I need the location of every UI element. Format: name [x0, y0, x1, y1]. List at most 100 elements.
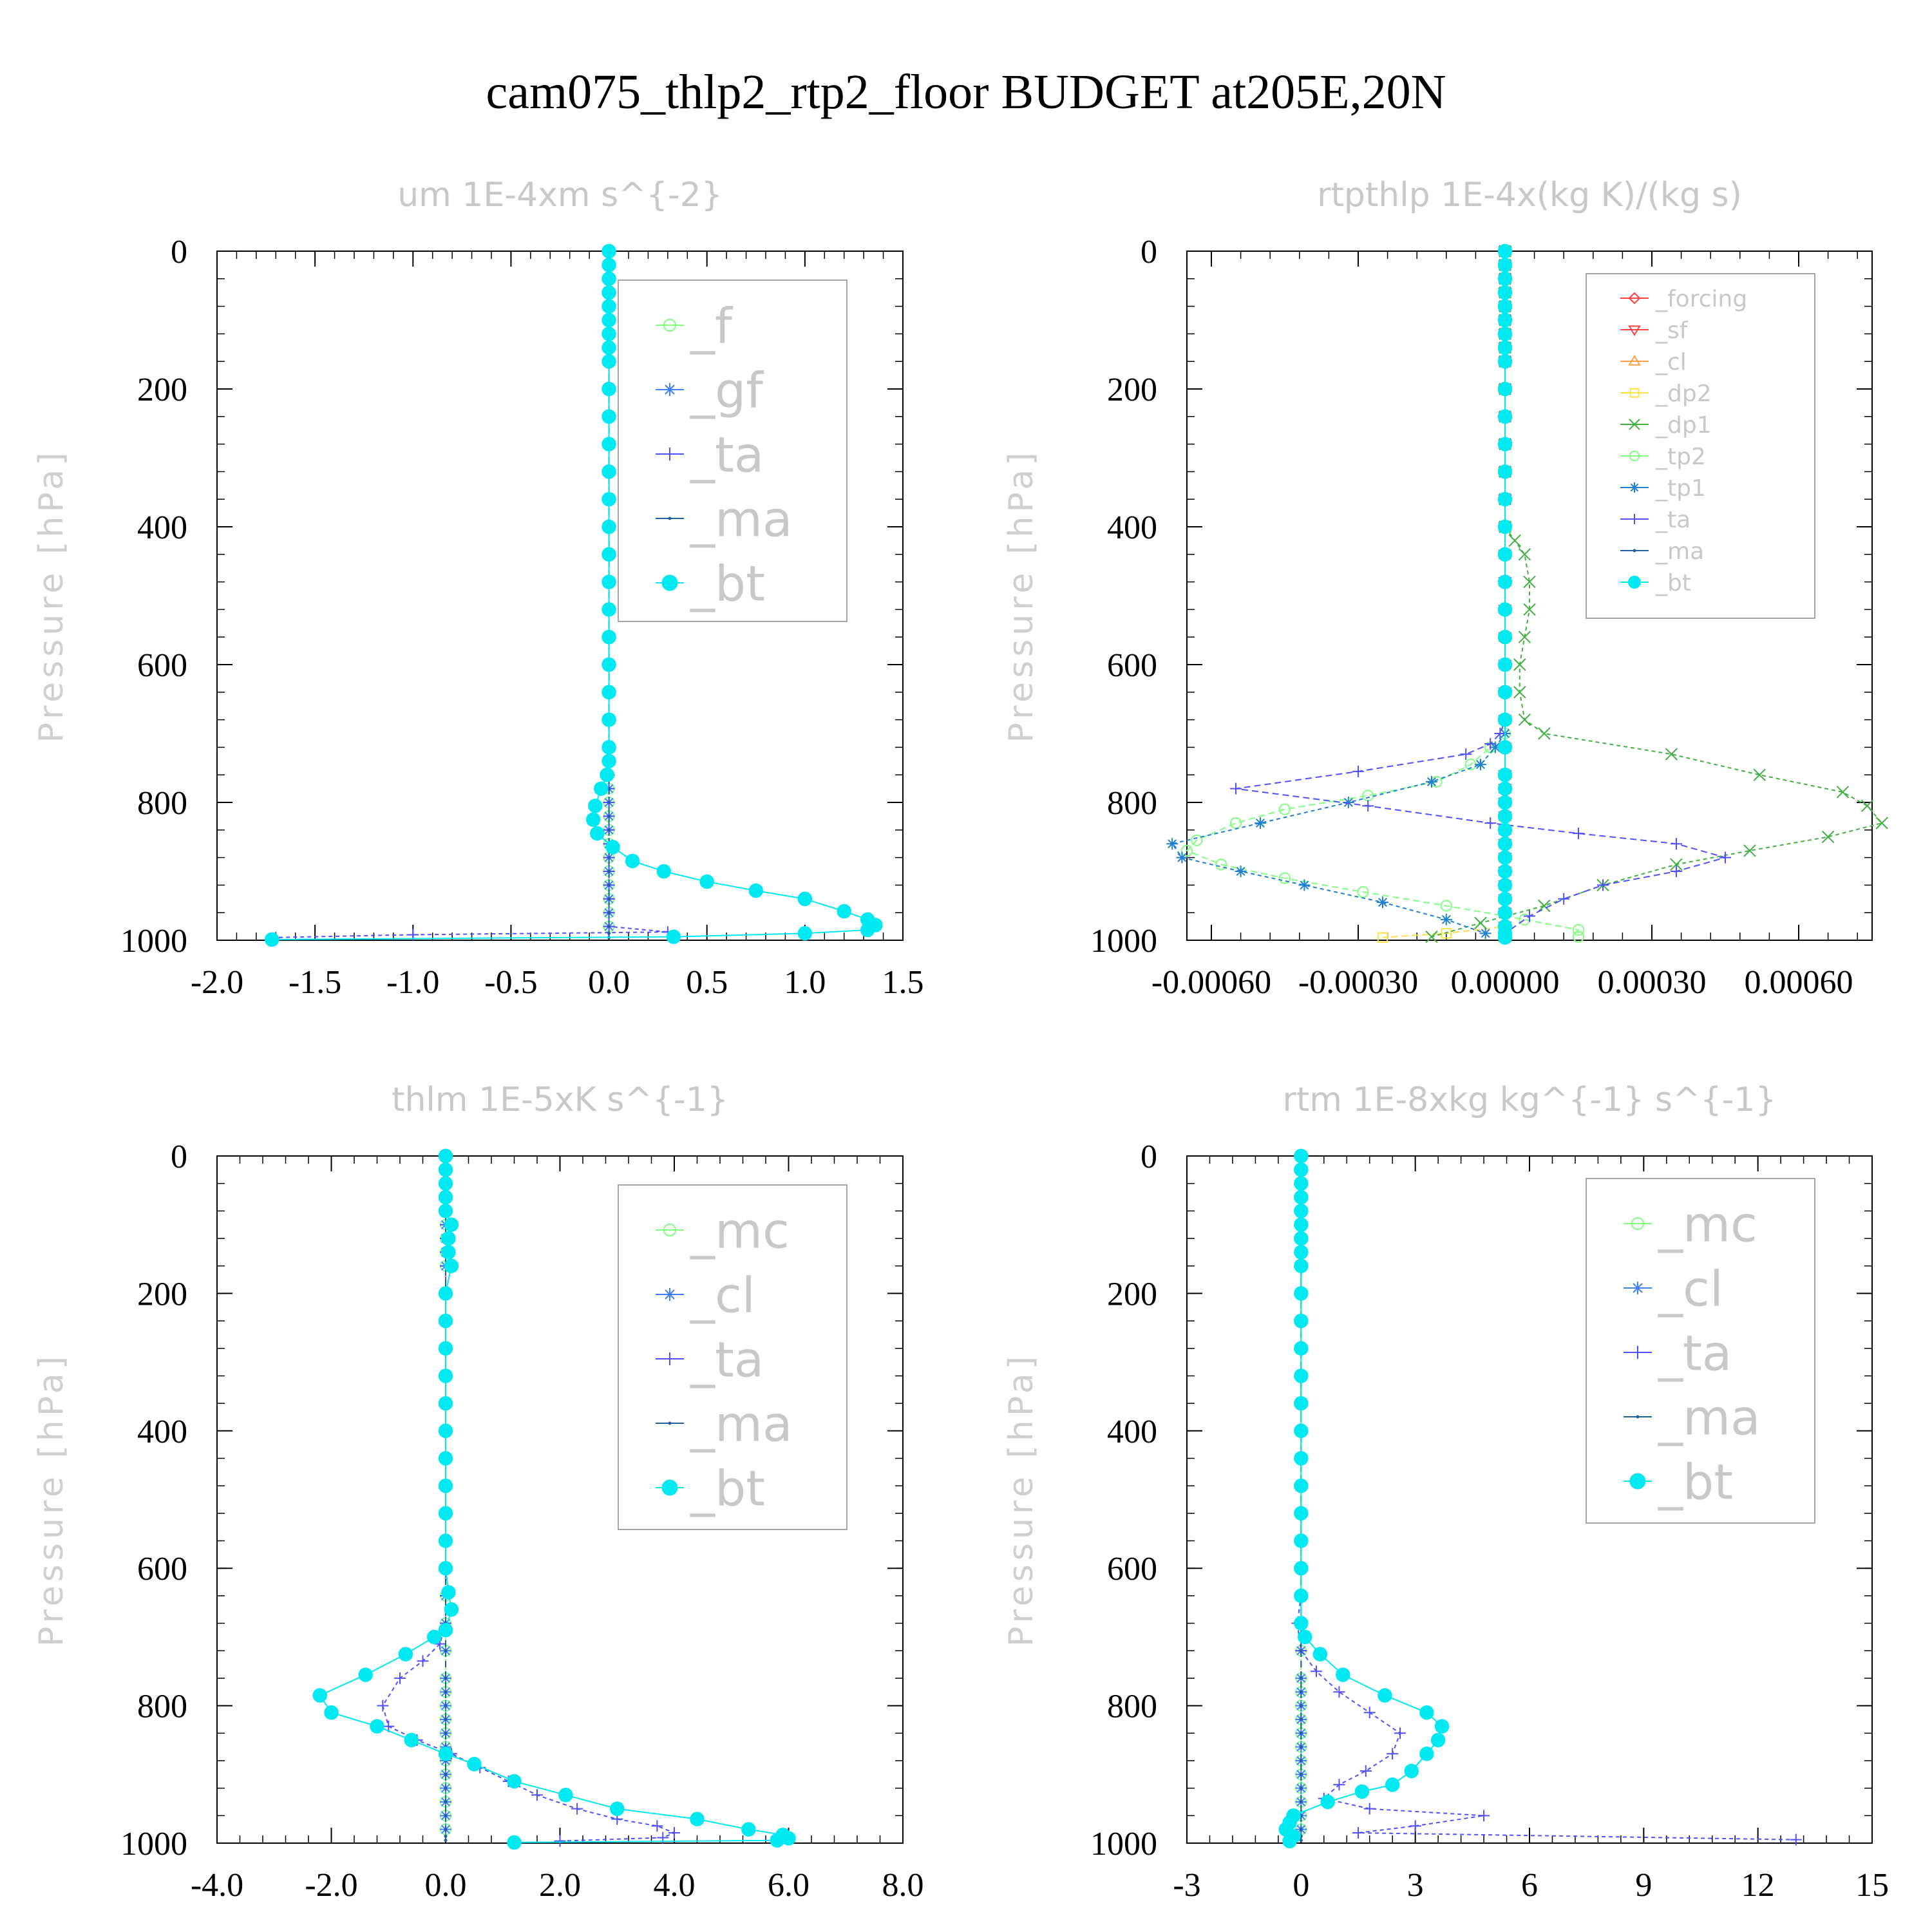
data-point: [601, 381, 616, 397]
data-point: [438, 1189, 453, 1205]
data-point: [607, 828, 611, 832]
series-tp1: [1166, 245, 1511, 940]
data-point: [607, 911, 611, 914]
data-point: [1497, 767, 1513, 782]
data-point: [1299, 1786, 1303, 1790]
data-point: [1333, 1686, 1345, 1698]
data-point: [1671, 838, 1682, 850]
data-point: [324, 1705, 339, 1720]
data-point: [1573, 828, 1584, 840]
y-tick-label: 0: [1141, 1139, 1157, 1175]
y-tick-label: 600: [137, 647, 187, 684]
legend-marker: [1631, 1217, 1644, 1230]
data-point: [1484, 817, 1497, 829]
data-point: [394, 1672, 406, 1684]
data-point: [1235, 866, 1247, 877]
data-point: [417, 1655, 429, 1667]
data-point: [444, 1690, 448, 1694]
data-point: [1497, 437, 1513, 451]
data-point: [590, 826, 605, 841]
data-point: [1310, 1665, 1322, 1678]
data-point: [1597, 879, 1609, 891]
legend-entry: _dp1: [1655, 412, 1712, 439]
data-point: [438, 1423, 453, 1439]
legend: _mc _cl _ta _ma _bt: [1586, 1178, 1815, 1524]
data-point: [1497, 822, 1513, 838]
legend-entry: _ma: [1658, 1388, 1761, 1446]
legend-entry: _cl: [1658, 1260, 1723, 1317]
data-point: [444, 1834, 448, 1838]
data-point: [1484, 738, 1497, 750]
data-point: [358, 1667, 373, 1682]
data-point: [1821, 830, 1835, 844]
data-point: [1670, 858, 1683, 871]
x-tick-label: -0.00030: [1298, 964, 1418, 1001]
legend-marker: [1629, 482, 1640, 493]
series-dp2: [1377, 245, 1511, 943]
legend-entry: _ta: [1655, 507, 1690, 533]
legend-marker: [663, 1288, 676, 1301]
series-line: [1285, 1156, 1443, 1842]
data-point: [427, 1629, 442, 1645]
legend-marker: [1628, 292, 1641, 305]
data-point: [370, 1719, 384, 1734]
data-point: [1497, 864, 1513, 879]
data-point: [1299, 1800, 1303, 1804]
legend-entry: _ta: [1658, 1324, 1732, 1381]
legend-entry: _mc: [690, 1202, 790, 1259]
panel-title: um 1E-4xm s^{-2}: [397, 176, 723, 214]
data-point: [1294, 1368, 1309, 1383]
data-point: [1336, 1667, 1350, 1682]
data-point: [444, 1649, 448, 1653]
panel-title: thlm 1E-5xK s^{-1}: [392, 1081, 728, 1119]
data-point: [1299, 1690, 1303, 1694]
legend-marker: [1631, 1346, 1644, 1359]
data-point: [1294, 1313, 1309, 1329]
data-point: [748, 883, 764, 898]
data-point: [601, 285, 616, 300]
data-point: [441, 1231, 456, 1246]
data-point: [601, 340, 616, 355]
y-axis-label: Pressure [hPa]: [32, 449, 71, 743]
data-point: [601, 327, 616, 341]
x-tick-label: -1.5: [289, 964, 341, 1001]
data-point: [444, 1602, 459, 1617]
data-point: [797, 891, 813, 907]
x-tick-label: -1.0: [386, 964, 439, 1001]
data-point: [1474, 916, 1487, 929]
data-point: [1294, 1231, 1309, 1246]
data-point: [1497, 519, 1513, 535]
legend-entry: _bt: [690, 1459, 765, 1517]
data-point: [585, 812, 601, 827]
data-point: [264, 932, 279, 947]
data-point: [601, 258, 616, 272]
legend-box: [618, 279, 848, 622]
series-bt: [1497, 243, 1513, 945]
data-point: [1294, 1162, 1309, 1177]
data-point: [699, 874, 714, 889]
data-point: [1753, 768, 1766, 781]
data-point: [690, 1812, 705, 1826]
data-point: [601, 243, 616, 259]
legend-marker: [663, 319, 676, 332]
data-point: [444, 1718, 448, 1721]
data-point: [1294, 1204, 1309, 1218]
data-point: [1294, 1423, 1309, 1439]
data-point: [1479, 927, 1492, 940]
data-point: [1320, 1794, 1335, 1810]
data-point: [601, 602, 616, 617]
legend-box: [1586, 273, 1815, 619]
y-tick-label: 800: [1107, 1689, 1157, 1725]
series-bt: [312, 1148, 796, 1850]
data-point: [741, 1822, 756, 1837]
data-point: [1518, 630, 1531, 643]
data-point: [1294, 1478, 1309, 1493]
data-point: [444, 1800, 448, 1804]
data-point: [1497, 836, 1513, 851]
data-point: [601, 312, 616, 328]
data-point: [312, 1688, 327, 1703]
data-point: [601, 574, 616, 589]
y-axis-label: Pressure [hPa]: [32, 1352, 71, 1647]
legend-entry: _ma: [1655, 538, 1704, 565]
